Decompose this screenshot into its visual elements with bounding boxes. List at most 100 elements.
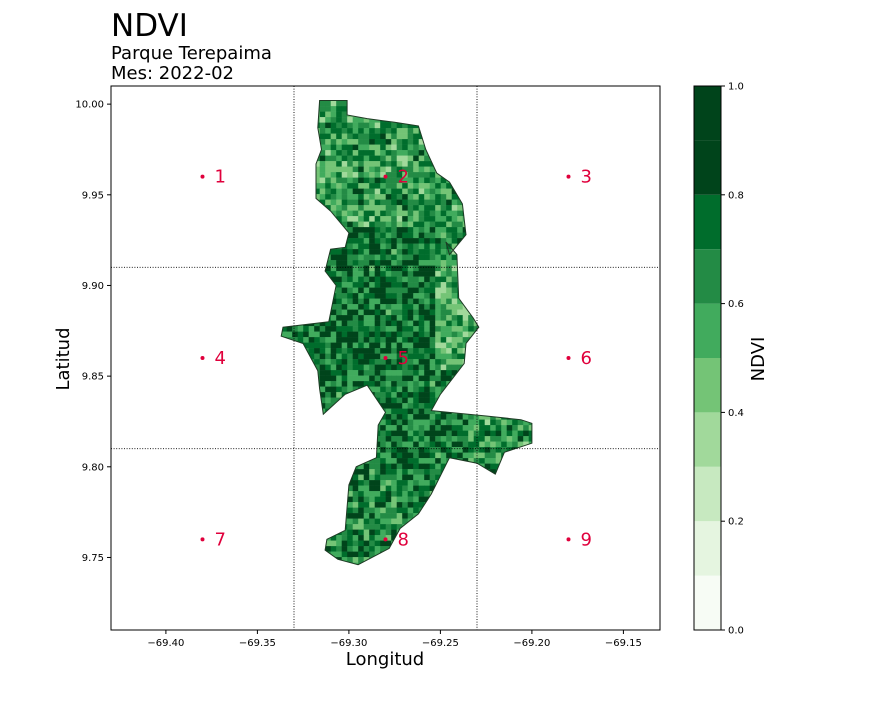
ndvi-cell <box>413 425 419 431</box>
cell-point-marker <box>383 174 388 179</box>
ndvi-cell <box>396 364 403 371</box>
ndvi-cell <box>435 370 441 376</box>
ndvi-cell <box>462 320 469 327</box>
ndvi-cell <box>347 232 353 239</box>
ndvi-cell <box>435 474 441 481</box>
ndvi-cell <box>424 447 430 453</box>
ndvi-cell <box>380 469 386 475</box>
ndvi-cell <box>413 414 419 420</box>
ndvi-cell <box>391 513 397 519</box>
ndvi-cell <box>369 216 375 222</box>
ndvi-cell <box>501 425 507 431</box>
ndvi-cell <box>396 139 403 145</box>
ndvi-cell <box>363 194 370 200</box>
ndvi-cell <box>330 375 337 382</box>
ndvi-cell <box>380 529 386 536</box>
ndvi-cell <box>429 271 436 277</box>
ndvi-cell <box>385 469 392 475</box>
ndvi-cell <box>413 183 419 189</box>
ndvi-cell <box>319 353 326 360</box>
ndvi-cell <box>446 293 452 299</box>
ndvi-cell <box>413 430 419 437</box>
ndvi-cell <box>380 447 386 453</box>
ndvi-cell <box>446 221 452 228</box>
ndvi-cell <box>424 452 430 459</box>
ndvi-cell <box>363 491 370 497</box>
ndvi-cell <box>457 216 463 222</box>
ndvi-cell <box>369 243 375 250</box>
x-tick-label: −69.15 <box>605 638 642 649</box>
ndvi-cell <box>402 370 408 376</box>
x-tick-label: −69.30 <box>330 638 367 649</box>
ndvi-cell <box>407 210 414 217</box>
ndvi-cell <box>435 232 441 239</box>
ndvi-cell <box>380 458 386 464</box>
ndvi-cell <box>374 188 381 195</box>
ndvi-cell <box>429 375 436 382</box>
ndvi-cell <box>385 474 392 481</box>
ndvi-cell <box>402 353 408 360</box>
ndvi-cell <box>407 502 414 508</box>
ndvi-cell <box>347 491 353 497</box>
ndvi-cell <box>385 304 392 310</box>
ndvi-cell <box>396 166 403 173</box>
ndvi-cell <box>435 210 441 217</box>
ndvi-cell <box>391 485 397 492</box>
ndvi-cell <box>402 177 408 184</box>
ndvi-cell <box>319 348 326 354</box>
ndvi-cell <box>391 491 397 497</box>
ndvi-cell <box>374 370 381 376</box>
ndvi-cell <box>457 210 463 217</box>
ndvi-cell <box>407 463 414 470</box>
ndvi-cell <box>347 249 353 255</box>
ndvi-cell <box>429 232 436 239</box>
ndvi-cell <box>418 430 425 437</box>
ndvi-cell <box>424 348 430 354</box>
ndvi-cell <box>380 221 386 228</box>
ndvi-cell <box>380 425 386 431</box>
ndvi-cell <box>484 452 491 459</box>
ndvi-cell <box>319 386 326 393</box>
ndvi-cell <box>490 441 496 448</box>
ndvi-cell <box>407 425 414 431</box>
ndvi-cell <box>528 436 532 442</box>
ndvi-cell <box>451 227 458 233</box>
ndvi-cell <box>396 194 403 200</box>
ndvi-cell <box>462 337 469 343</box>
ndvi-cell <box>429 359 436 365</box>
ndvi-cell <box>446 199 452 206</box>
ndvi-cell <box>369 117 375 123</box>
ndvi-cell <box>336 188 342 195</box>
ndvi-cell <box>451 447 458 453</box>
ndvi-cell <box>380 386 386 393</box>
ndvi-cell <box>391 463 397 470</box>
ndvi-cell <box>336 117 342 123</box>
ndvi-cell <box>385 221 392 228</box>
ndvi-cell <box>418 276 425 283</box>
colorbar-tick-label: 0.6 <box>728 299 744 310</box>
ndvi-cell <box>380 513 386 519</box>
ndvi-cell <box>424 463 430 470</box>
ndvi-cell <box>495 430 502 437</box>
ndvi-cell <box>369 122 375 129</box>
ndvi-cell <box>363 265 370 272</box>
ndvi-cell <box>330 337 337 343</box>
ndvi-cell <box>385 430 392 437</box>
ndvi-cell <box>402 122 408 129</box>
ndvi-cell <box>418 243 425 250</box>
ndvi-cell <box>319 150 326 156</box>
ndvi-cell <box>380 353 386 360</box>
ndvi-cell <box>391 177 397 184</box>
ndvi-cell <box>374 375 381 382</box>
ndvi-cell <box>352 518 359 525</box>
ndvi-cell <box>440 452 447 459</box>
ndvi-cell <box>369 155 375 162</box>
ndvi-cell <box>363 260 370 266</box>
ndvi-cell <box>374 540 381 547</box>
ndvi-cell <box>325 403 331 409</box>
ndvi-cell <box>385 188 392 195</box>
ndvi-cell <box>396 304 403 310</box>
ndvi-cell <box>391 342 397 349</box>
ndvi-cell <box>407 276 414 283</box>
ndvi-cell <box>462 452 469 459</box>
